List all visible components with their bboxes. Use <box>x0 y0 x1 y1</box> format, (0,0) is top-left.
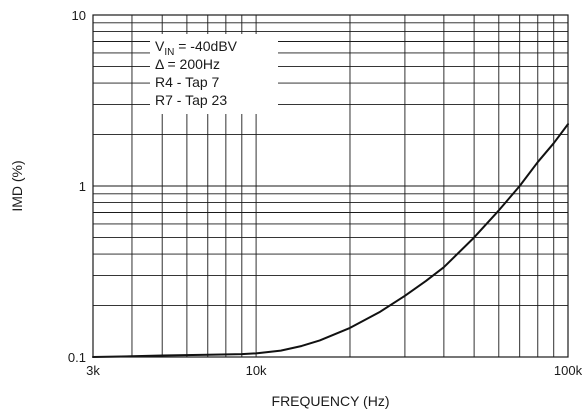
y-tick-label: 1 <box>79 179 86 194</box>
annotation-text: = -40dBV <box>174 38 237 54</box>
annotation-text: Δ = 200Hz <box>155 56 220 72</box>
x-axis-label: FREQUENCY (Hz) <box>272 393 390 409</box>
annotation-line: R7 - Tap 23 <box>155 92 227 108</box>
tick-labels: 3k 10k 100k 0.1 1 10 <box>68 8 582 378</box>
x-tick-label: 10k <box>246 363 267 378</box>
annotation-text: R4 - Tap 7 <box>155 74 220 90</box>
y-tick-label: 10 <box>72 8 86 23</box>
annotation-text: R7 - Tap 23 <box>155 92 227 108</box>
x-tick-label: 100k <box>554 363 582 378</box>
series-layer <box>93 124 568 357</box>
x-tick-label: 3k <box>86 363 100 378</box>
y-tick-label: 0.1 <box>68 350 86 365</box>
annotation-line: Δ = 200Hz <box>155 56 220 72</box>
annotation-line: R4 - Tap 7 <box>155 74 220 90</box>
imd-curve <box>93 124 568 357</box>
y-axis-label: IMD (%) <box>9 160 25 211</box>
